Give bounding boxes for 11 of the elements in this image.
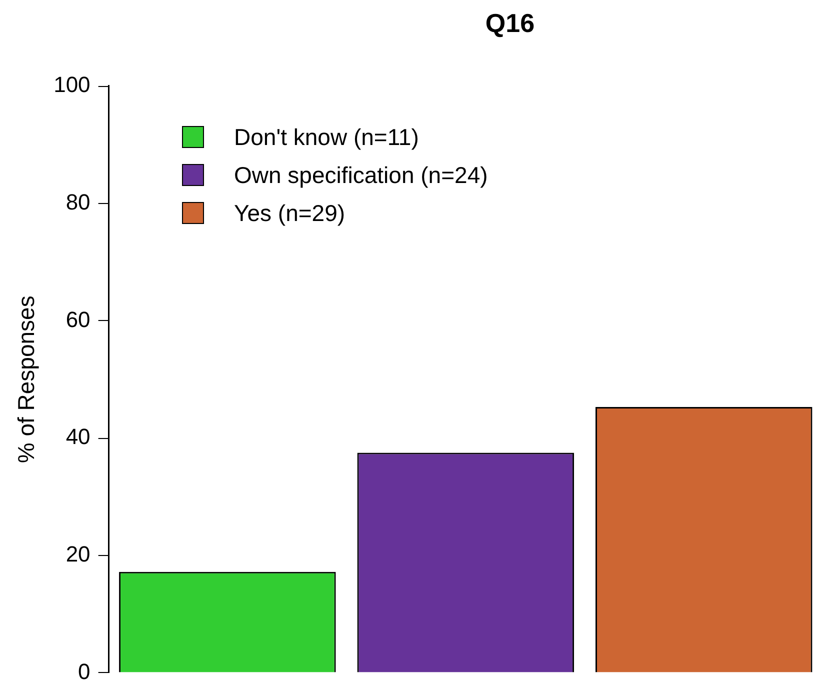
legend-label: Yes (n=29) [234,199,346,228]
y-tick-label: 0 [78,658,90,684]
y-tick-label: 80 [66,189,90,214]
y-tick-label: 100 [54,72,90,98]
y-tick-label: 20 [66,542,90,567]
legend-label: Don't know (n=11) [234,123,419,152]
y-tick-label: 60 [66,306,90,332]
y-tick-label: 40 [66,424,90,450]
y-axis-title: % of Responses [13,296,40,464]
legend-label: Own specification (n=24) [234,161,488,190]
chart-title: Q16 [484,8,536,39]
